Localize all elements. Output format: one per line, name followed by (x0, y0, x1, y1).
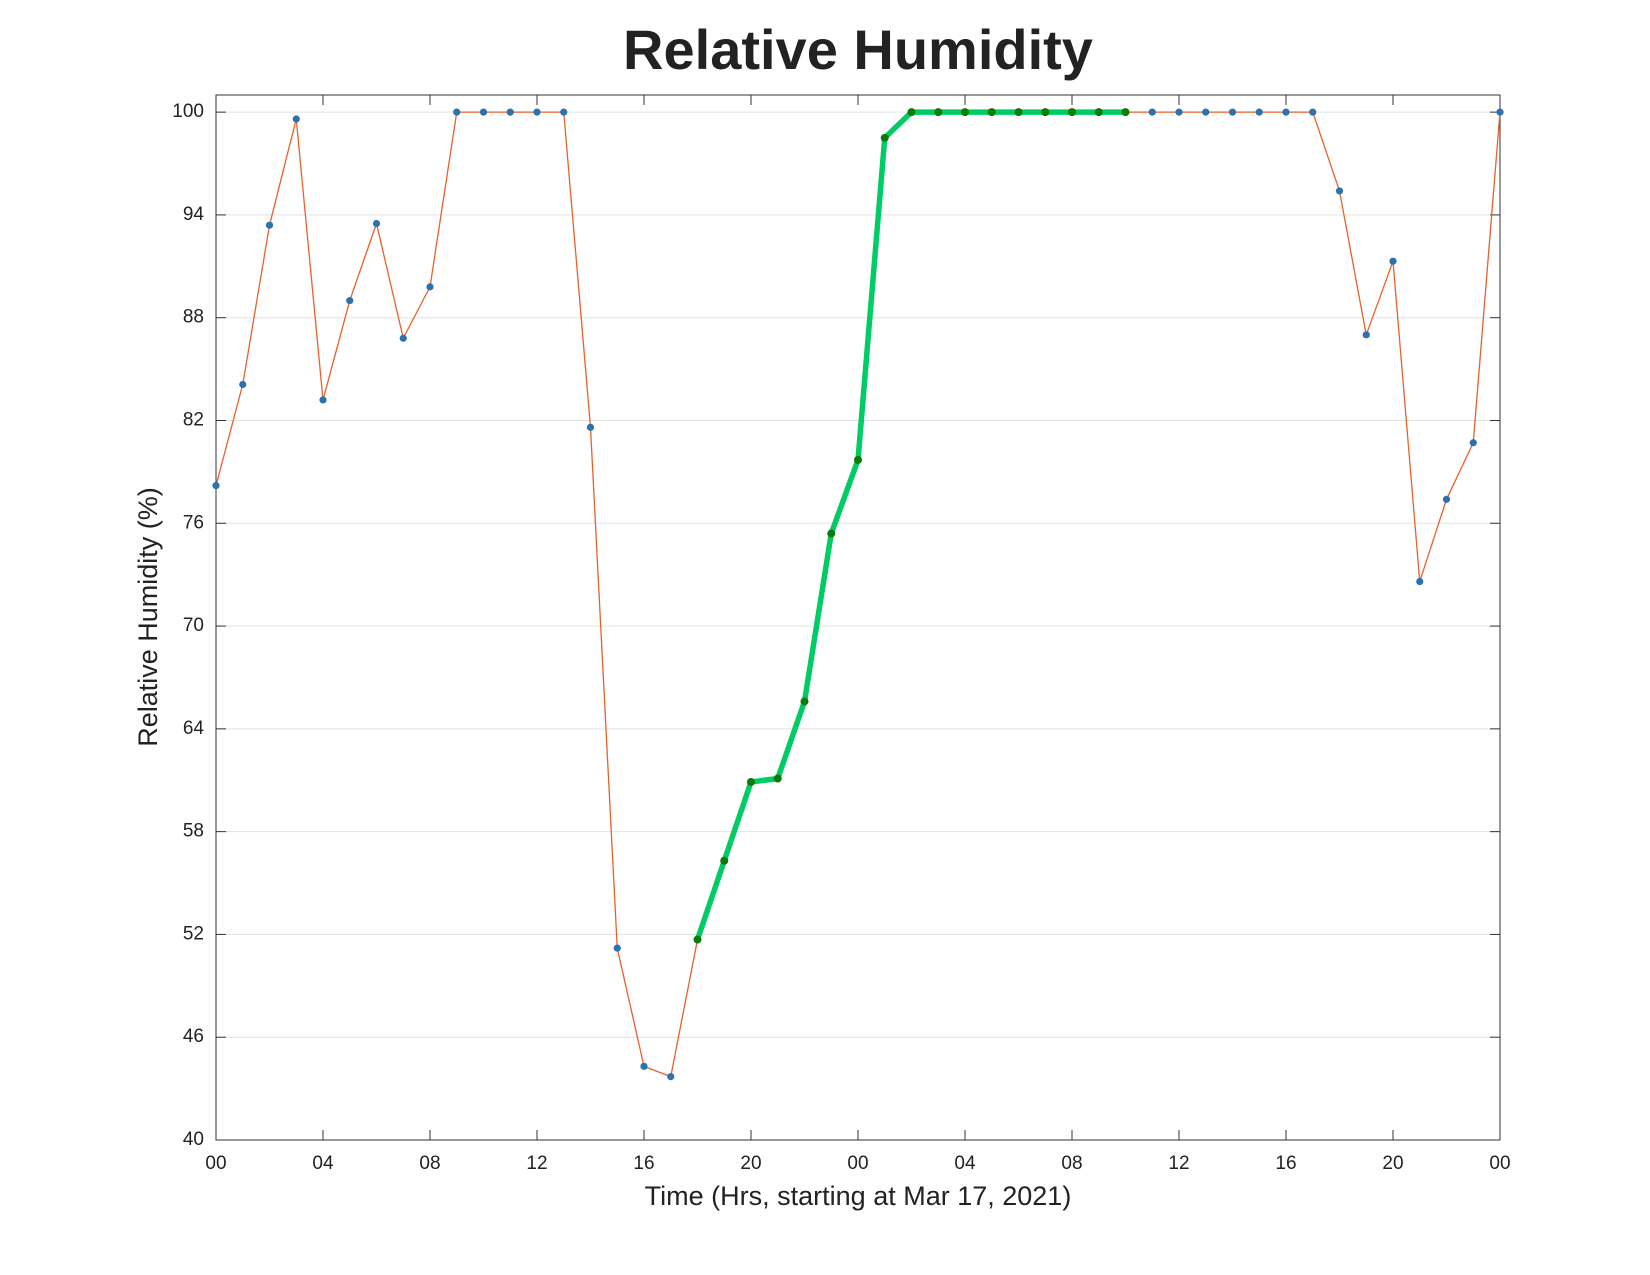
x-tick-label: 20 (1382, 1153, 1403, 1174)
data-point (479, 108, 488, 116)
y-axis-label: Relative Humidity (%) (133, 487, 163, 747)
data-point (292, 115, 300, 123)
data-point (747, 777, 755, 786)
data-point (453, 108, 461, 116)
data-point (1496, 108, 1504, 116)
data-point (773, 774, 782, 783)
data-point (907, 108, 916, 117)
data-point (372, 219, 381, 228)
data-point (533, 108, 541, 116)
data-point (506, 108, 514, 116)
data-point (265, 221, 274, 229)
y-tick-label: 52 (183, 923, 204, 944)
data-point (586, 423, 595, 431)
data-point (1148, 108, 1156, 116)
data-point (346, 296, 354, 305)
data-point (854, 455, 862, 464)
data-point (613, 944, 621, 952)
y-tick-label: 76 (183, 512, 204, 533)
chart-title: Relative Humidity (623, 18, 1093, 81)
x-tick-label: 20 (740, 1153, 761, 1174)
data-point (987, 108, 996, 117)
data-point (1121, 108, 1130, 117)
data-point (827, 529, 836, 538)
data-point (1068, 108, 1076, 117)
data-point (239, 380, 247, 389)
y-tick-label: 58 (183, 821, 204, 842)
y-tick-label: 94 (183, 204, 205, 225)
data-point (693, 935, 702, 944)
data-point (1255, 108, 1263, 116)
data-point (1202, 108, 1210, 116)
data-point (934, 108, 943, 117)
data-point (1335, 187, 1344, 195)
data-point (961, 108, 969, 117)
x-tick-label: 12 (526, 1153, 547, 1174)
data-point (1469, 439, 1477, 447)
data-point (399, 334, 407, 342)
data-line (215, 111, 1501, 1078)
y-tick-label: 100 (172, 101, 204, 122)
y-tick-label: 40 (183, 1129, 204, 1150)
x-tick-label: 16 (1275, 1153, 1296, 1174)
data-point (1362, 331, 1370, 339)
x-tick-label: 00 (1489, 1153, 1510, 1174)
data-point (1282, 108, 1290, 116)
data-point (667, 1073, 675, 1081)
data-point (1416, 577, 1424, 586)
data-point (560, 108, 568, 116)
data-point (319, 396, 327, 404)
data-point (1442, 495, 1451, 503)
data-point (640, 1062, 648, 1070)
x-tick-label: 08 (419, 1153, 440, 1174)
x-tick-label: 04 (312, 1153, 334, 1174)
data-point (880, 133, 889, 142)
data-point (1228, 108, 1237, 116)
y-tick-label: 46 (183, 1026, 204, 1047)
y-tick-label: 64 (183, 718, 205, 739)
data-point (720, 856, 729, 865)
y-tick-label: 82 (183, 410, 204, 431)
data-point (1014, 108, 1023, 117)
y-tick-label: 70 (183, 615, 204, 636)
data-point (1309, 108, 1317, 116)
x-tick-label: 12 (1168, 1153, 1189, 1174)
data-point (1094, 108, 1103, 117)
x-tick-label: 08 (1061, 1153, 1082, 1174)
x-tick-label: 04 (954, 1153, 976, 1174)
x-axis-label: Time (Hrs, starting at Mar 17, 2021) (645, 1181, 1072, 1211)
y-tick-label: 88 (183, 307, 204, 328)
x-tick-label: 16 (633, 1153, 654, 1174)
data-point (1041, 108, 1050, 117)
data-point (1175, 108, 1183, 116)
data-line (694, 109, 1126, 941)
data-point (212, 481, 220, 490)
data-point (426, 283, 434, 291)
data-point (800, 697, 809, 706)
x-tick-label: 00 (847, 1153, 868, 1174)
data-point (1389, 257, 1397, 265)
x-tick-label: 00 (205, 1153, 226, 1174)
plot-frame (215, 94, 1501, 1141)
